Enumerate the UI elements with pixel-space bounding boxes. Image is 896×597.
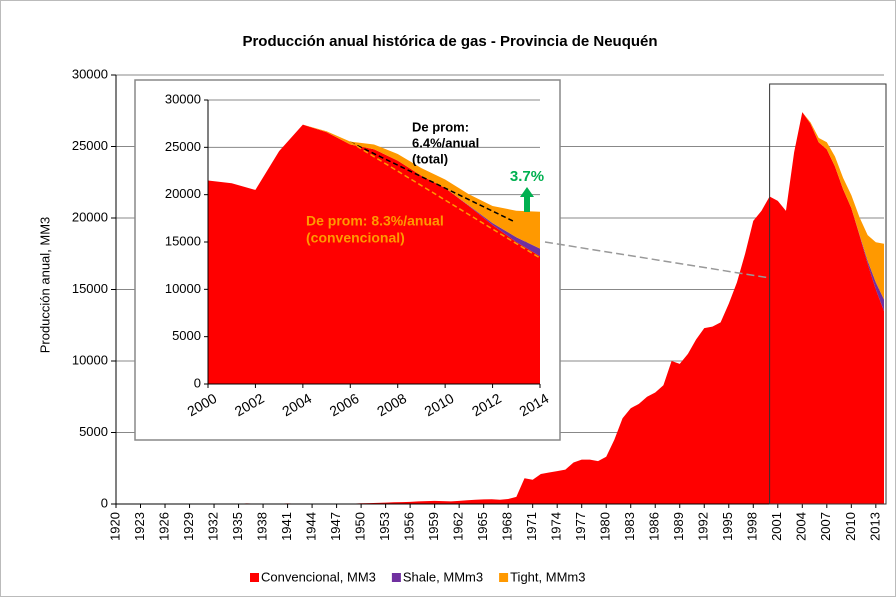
x-tick-label: 1932 xyxy=(205,512,220,541)
x-tick-label: 1953 xyxy=(377,512,392,541)
x-tick-label: 1992 xyxy=(696,512,711,541)
x-tick-label: 1980 xyxy=(598,512,613,541)
x-tick-label: 1947 xyxy=(328,512,343,541)
x-tick-label: 1929 xyxy=(181,512,196,541)
increase-arrow xyxy=(520,187,534,212)
y-tick-label: 25000 xyxy=(165,139,201,154)
y-tick-label: 20000 xyxy=(165,186,201,201)
x-tick-label: 1950 xyxy=(353,512,368,541)
x-tick-label: 2010 xyxy=(843,512,858,541)
annotation-conventional: (convencional) xyxy=(306,230,405,246)
x-tick-label: 1959 xyxy=(426,512,441,541)
legend-label: Convencional, MM3 xyxy=(261,569,376,584)
x-tick-label: 1983 xyxy=(622,512,637,541)
y-tick-label: 10000 xyxy=(72,352,108,367)
annotation-total: 6.4%/anual xyxy=(412,135,479,150)
x-tick-label: 2004 xyxy=(794,512,809,541)
x-tick-label: 1977 xyxy=(573,512,588,541)
main-plot: 0 5000 10000 15000 20000 25000 30000 1920 1923 19… xyxy=(72,66,887,541)
legend-swatch xyxy=(499,573,509,582)
x-tick-label: 1989 xyxy=(671,512,686,541)
y-tick-label: 20000 xyxy=(72,209,108,224)
annotation-conventional: De prom: 8.3%/anual xyxy=(306,213,444,229)
y-tick-label: 30000 xyxy=(165,91,201,106)
y-tick-label: 15000 xyxy=(165,233,201,248)
y-tick-label: 5000 xyxy=(172,328,201,343)
legend-label: Shale, MMm3 xyxy=(403,569,483,584)
x-tick-label: 1956 xyxy=(402,512,417,541)
chart-title: Producción anual histórica de gas - Prov… xyxy=(242,33,657,50)
legend-label: Tight, MMm3 xyxy=(510,569,585,584)
area-0 xyxy=(208,124,540,384)
x-tick-label: 2013 xyxy=(867,512,882,541)
x-tick-label: 1965 xyxy=(475,512,490,541)
y-tick-label: 25000 xyxy=(72,138,108,153)
y-tick-label: 30000 xyxy=(72,66,108,81)
x-tick-label: 1935 xyxy=(230,512,245,541)
x-tick-label: 1923 xyxy=(132,512,147,541)
x-tick-label: 1986 xyxy=(647,512,662,541)
trend-total xyxy=(349,141,516,223)
x-tick-label: 2007 xyxy=(818,512,833,541)
x-tick-label: 1941 xyxy=(279,512,294,541)
y-tick-label: 10000 xyxy=(165,281,201,296)
zoom-box xyxy=(769,83,887,505)
x-tick-label: 1938 xyxy=(255,512,270,541)
y-tick-label: 15000 xyxy=(72,281,108,296)
x-tick-label: 1920 xyxy=(107,512,122,541)
legend: Convencional, MM3 Shale, MMm3 Tight, MMm3 xyxy=(250,569,585,584)
x-tick-label: 1962 xyxy=(451,512,466,541)
x-tick-label: 1995 xyxy=(720,512,735,541)
area-0 xyxy=(116,112,884,505)
x-tick-label: 2001 xyxy=(769,512,784,541)
legend-swatch xyxy=(391,573,401,582)
trend-conventional xyxy=(349,141,541,259)
x-tick-label: 1998 xyxy=(745,512,760,541)
legend-swatch xyxy=(250,573,259,582)
y-tick-label: 0 xyxy=(101,495,108,510)
annotation-total: De prom: xyxy=(412,119,469,134)
x-tick-label: 1974 xyxy=(549,512,564,541)
annotation-total: (total) xyxy=(412,151,448,166)
x-tick-label: 1971 xyxy=(524,512,539,541)
annotation-increase: 3.7% xyxy=(510,168,544,185)
x-tick-label: 1926 xyxy=(156,512,171,541)
x-tick-label: 1944 xyxy=(304,512,319,541)
y-axis-label: Producción anual, MM3 xyxy=(37,217,52,354)
x-tick-label: 1968 xyxy=(500,512,515,541)
y-tick-label: 5000 xyxy=(79,424,108,439)
y-tick-label: 0 xyxy=(194,375,201,390)
connector xyxy=(544,241,771,279)
